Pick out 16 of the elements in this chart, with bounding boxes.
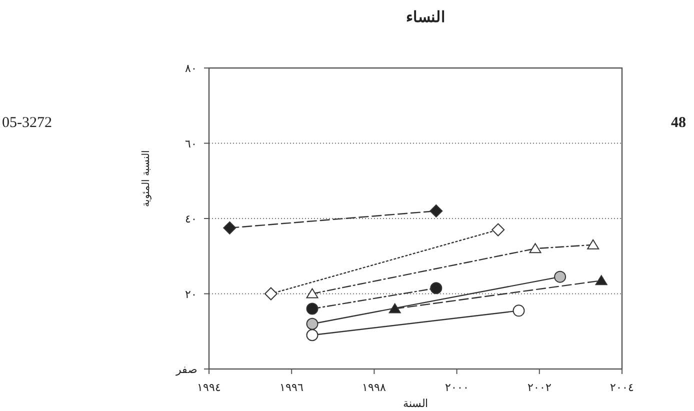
x-tick-label: ١٩٩٦ [280,381,304,394]
x-tick-label: ٢٠٠٢ [527,381,552,394]
x-axis-title: السنة [403,397,428,410]
chart-title: النساء [406,8,445,26]
y-axis-title: النسبة المئوية [141,150,152,208]
y-tick-label: ٤٠ [185,212,197,226]
y-tick-label: صفر [175,363,197,376]
y-tick-label: ٦٠ [185,137,197,150]
y-tick-label: ٨٠ [185,62,197,75]
x-tick-label: ٢٠٠٠ [444,381,469,394]
x-tick-label: ١٩٩٤ [197,381,221,394]
text: 05-3272 [2,115,52,131]
y-tick-label: ٢٠ [185,288,197,301]
x-tick-label: ١٩٩٨ [362,381,386,394]
x-tick-label: ٢٠٠٤ [610,381,634,394]
text: 48 [671,115,686,131]
